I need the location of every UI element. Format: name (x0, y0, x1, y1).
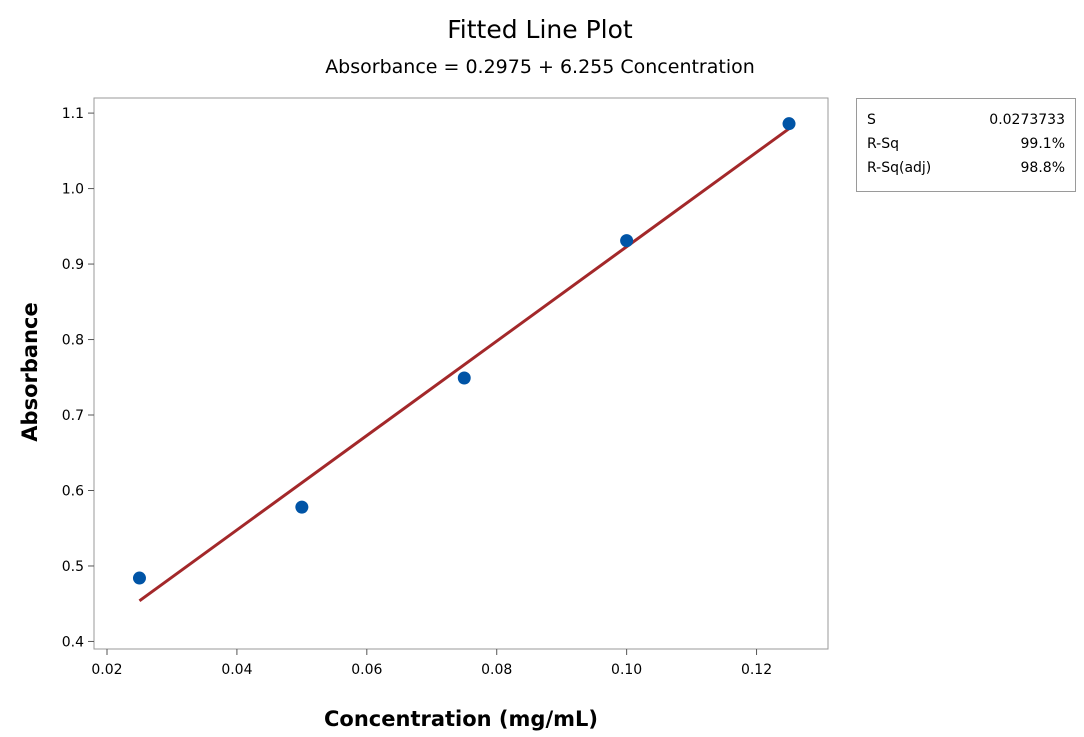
stats-value: 98.8% (1020, 160, 1065, 176)
y-tick-label: 0.9 (62, 257, 84, 273)
fit-line-layer (138, 127, 790, 603)
chart-subtitle: Absorbance = 0.2975 + 6.255 Concentratio… (325, 56, 755, 78)
data-point (782, 117, 796, 131)
y-tick-label: 0.4 (62, 634, 84, 650)
x-axis: 0.02 0.04 0.06 0.08 0.10 0.12 (91, 649, 772, 678)
stats-label: R-Sq (867, 136, 899, 152)
x-axis-label: Concentration (mg/mL) (324, 707, 598, 731)
x-tick-label: 0.02 (91, 662, 122, 678)
y-tick-label: 0.5 (62, 559, 84, 575)
data-points-layer (132, 117, 796, 585)
chart-title: Fitted Line Plot (447, 15, 633, 44)
stats-row-s: S 0.0273733 (867, 108, 1065, 132)
x-tick-label: 0.10 (611, 662, 642, 678)
y-tick-label: 0.6 (62, 483, 84, 499)
model-summary-box: S 0.0273733 R-Sq 99.1% R-Sq(adj) 98.8% (856, 98, 1076, 192)
data-point (457, 371, 471, 385)
plot-area-frame (93, 97, 829, 650)
data-point (295, 500, 309, 514)
x-tick-label: 0.06 (351, 662, 382, 678)
stats-label: R-Sq(adj) (867, 160, 932, 176)
data-point (132, 571, 146, 585)
y-tick-label: 0.8 (62, 333, 84, 349)
y-tick-label: 1.1 (62, 106, 84, 122)
stats-value: 0.0273733 (989, 112, 1065, 128)
data-point (620, 234, 634, 248)
x-tick-label: 0.04 (221, 662, 252, 678)
stats-value: 99.1% (1020, 136, 1065, 152)
y-axis: 0.4 0.5 0.6 0.7 0.8 0.9 1.0 1.1 (62, 106, 94, 650)
stats-row-rsq: R-Sq 99.1% (867, 132, 1065, 156)
x-tick-label: 0.12 (741, 662, 772, 678)
y-tick-label: 0.7 (62, 408, 84, 424)
y-tick-label: 1.0 (62, 182, 84, 198)
x-tick-label: 0.08 (481, 662, 512, 678)
fit-line (138, 127, 790, 603)
y-axis-label: Absorbance (18, 302, 42, 441)
stats-row-rsq-adj: R-Sq(adj) 98.8% (867, 156, 1065, 180)
stats-label: S (867, 112, 876, 128)
